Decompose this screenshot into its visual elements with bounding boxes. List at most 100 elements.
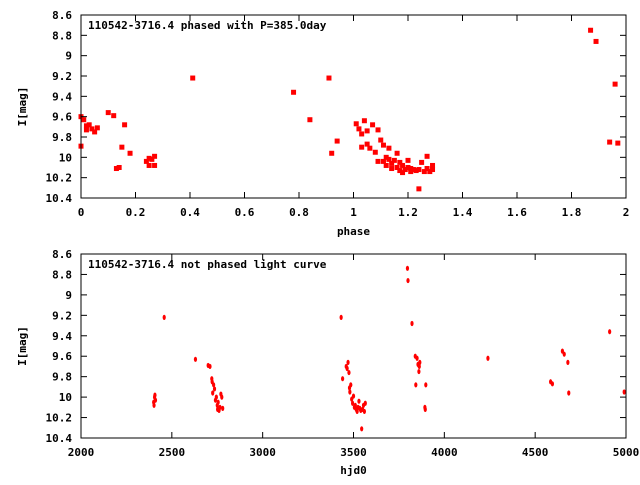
data-point xyxy=(417,363,421,370)
data-point xyxy=(416,167,422,173)
data-point xyxy=(430,162,436,168)
y-tick-label: 9.2 xyxy=(52,70,72,83)
x-tick-label: 3500 xyxy=(340,446,367,459)
data-point xyxy=(211,390,215,396)
data-point xyxy=(566,359,570,365)
data-point xyxy=(351,393,356,399)
phased-panel: 0 0.2 0.4 0.6 0.8 1 1.2 1.4 1.6 1.8 2 8.6 8.8 9 9.2 9.4… xyxy=(16,9,629,238)
data-point xyxy=(122,122,128,128)
data-point xyxy=(622,389,626,395)
data-point xyxy=(83,123,89,129)
data-point xyxy=(386,145,392,151)
x-tick-label: 3000 xyxy=(249,446,276,459)
x-tick-label: 1 xyxy=(350,206,357,219)
x-tick-label: 0 xyxy=(78,206,85,219)
data-point xyxy=(608,329,612,335)
unphased-points xyxy=(152,265,626,432)
data-point xyxy=(486,355,490,361)
data-point xyxy=(339,314,343,320)
data-point xyxy=(424,382,428,388)
phased-chart-title: 110542-3716.4 phased with P=385.0day xyxy=(88,19,327,32)
y-tick-label: 9 xyxy=(65,50,72,63)
unphased-chart-title: 110542-3716.4 not phased light curve xyxy=(88,258,327,271)
data-point xyxy=(359,131,365,137)
data-point xyxy=(394,150,400,156)
data-point xyxy=(326,75,332,81)
data-point xyxy=(415,355,419,361)
data-point xyxy=(421,169,427,175)
data-point xyxy=(400,162,406,168)
y-tick-label: 8.6 xyxy=(52,9,72,22)
data-point xyxy=(397,168,403,174)
data-point xyxy=(408,166,414,172)
data-point xyxy=(391,157,397,163)
data-point xyxy=(152,153,158,159)
data-point xyxy=(216,399,220,405)
y-tick-label: 9.4 xyxy=(52,330,72,343)
data-point xyxy=(307,117,313,123)
data-point xyxy=(612,81,618,87)
data-point xyxy=(615,140,621,146)
data-point xyxy=(375,158,381,164)
unphased-ticks xyxy=(80,253,627,439)
phased-ticks xyxy=(80,14,627,199)
y-tick-label: 10 xyxy=(59,151,72,164)
phased-tick-labels: 0 0.2 0.4 0.6 0.8 1 1.2 1.4 1.6 1.8 2 8.6 8.8 9 9.2 9.4… xyxy=(46,9,630,219)
data-point xyxy=(408,169,414,175)
data-point xyxy=(383,162,389,168)
y-tick-label: 10.2 xyxy=(46,172,73,185)
data-point xyxy=(397,159,403,165)
data-point xyxy=(341,376,345,382)
data-point xyxy=(143,158,149,164)
data-point xyxy=(418,359,422,365)
data-point xyxy=(353,402,357,408)
y-tick-label: 9.2 xyxy=(52,309,72,322)
data-point xyxy=(92,129,98,135)
y-tick-label: 9.8 xyxy=(52,131,72,144)
y-tick-label: 10.2 xyxy=(46,412,73,425)
phased-points xyxy=(78,27,621,192)
data-point xyxy=(220,394,224,400)
data-point xyxy=(405,265,410,271)
data-point xyxy=(417,368,421,375)
data-point xyxy=(430,167,436,173)
data-point xyxy=(383,154,389,160)
data-point xyxy=(348,389,352,395)
data-point xyxy=(221,405,225,411)
data-point xyxy=(190,75,196,81)
phased-x-axis-label: phase xyxy=(337,225,370,238)
data-point xyxy=(402,167,408,173)
data-point xyxy=(380,142,386,148)
phased-y-axis-label: I[mag] xyxy=(16,87,29,127)
data-point xyxy=(360,426,364,432)
data-point xyxy=(375,127,381,133)
data-point xyxy=(363,400,367,406)
data-point xyxy=(105,110,111,116)
y-tick-label: 9.6 xyxy=(52,111,72,124)
data-point xyxy=(334,138,340,144)
data-point xyxy=(389,166,395,172)
data-point xyxy=(153,397,158,403)
data-point xyxy=(410,167,416,173)
x-tick-label: 2 xyxy=(623,206,630,219)
data-point xyxy=(212,382,216,388)
data-point xyxy=(359,144,365,150)
data-point xyxy=(146,155,152,161)
x-tick-label: 2500 xyxy=(159,446,186,459)
data-point xyxy=(410,320,414,327)
data-point xyxy=(416,186,422,192)
data-point xyxy=(362,408,366,415)
data-point xyxy=(380,158,386,164)
data-point xyxy=(346,359,350,365)
y-tick-label: 10.4 xyxy=(46,432,73,445)
data-point xyxy=(593,38,599,44)
data-point xyxy=(94,125,100,131)
data-point xyxy=(607,139,613,145)
x-tick-label: 1.8 xyxy=(562,206,582,219)
data-point xyxy=(291,89,297,95)
data-point xyxy=(81,117,87,123)
data-point xyxy=(119,144,125,150)
data-point xyxy=(152,162,158,168)
